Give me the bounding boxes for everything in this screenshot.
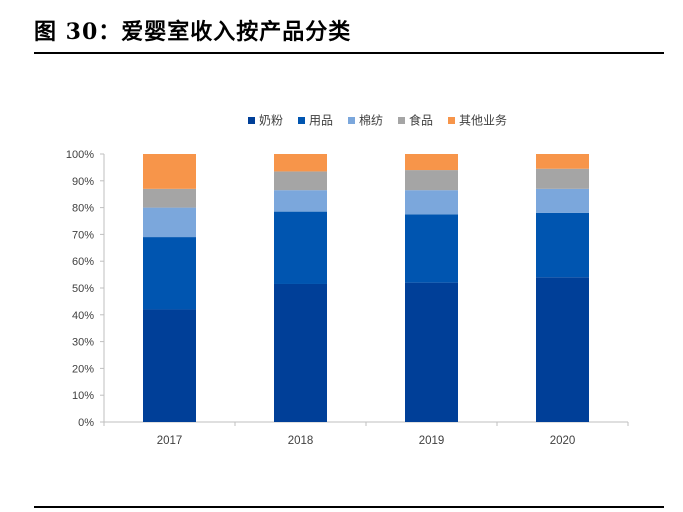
legend-label: 食品 — [409, 113, 433, 128]
legend-swatch — [298, 117, 305, 124]
bar-segment — [274, 190, 327, 212]
legend-label: 棉纺 — [359, 114, 383, 128]
bar-segment — [143, 154, 196, 189]
legend-swatch — [448, 117, 455, 124]
y-tick-label: 100% — [66, 149, 94, 161]
bar-segment — [143, 309, 196, 422]
y-tick-label: 80% — [72, 203, 94, 215]
bar-segment — [536, 277, 589, 422]
title-rule — [34, 52, 664, 54]
bar-segment — [405, 190, 458, 215]
x-tick-label: 2019 — [419, 435, 445, 447]
y-tick-label: 90% — [72, 176, 94, 188]
y-tick-label: 0% — [78, 417, 94, 429]
legend-label: 用品 — [309, 114, 333, 128]
bar-segment — [536, 188, 589, 213]
y-tick-label: 70% — [72, 229, 94, 241]
bar-segment — [274, 154, 327, 172]
legend-label: 奶粉 — [259, 114, 283, 128]
bar-segment — [536, 168, 589, 189]
legend-label: 其他业务 — [459, 113, 507, 128]
bar-segment — [405, 170, 458, 191]
bar-segment — [143, 237, 196, 310]
legend-swatch — [348, 117, 355, 124]
figure-title: 图 30：爱婴室收入按产品分类 — [34, 19, 352, 45]
bar-segment — [274, 211, 327, 284]
y-tick-label: 40% — [72, 310, 94, 322]
bar-segment — [143, 188, 196, 208]
bar-segment — [536, 212, 589, 278]
y-tick-label: 10% — [72, 390, 94, 402]
y-tick-label: 50% — [72, 283, 94, 295]
y-tick-label: 30% — [72, 337, 94, 349]
x-tick-label: 2018 — [288, 435, 314, 447]
y-tick-label: 20% — [72, 363, 94, 375]
bar-segment — [405, 154, 458, 171]
bottom-rule — [34, 506, 664, 508]
x-tick-label: 2017 — [157, 435, 183, 447]
legend-swatch — [248, 117, 255, 124]
bar-segment — [143, 207, 196, 238]
legend-swatch — [398, 117, 405, 124]
bar-segment — [405, 214, 458, 283]
bar-segment — [274, 171, 327, 191]
bar-segment — [405, 282, 458, 422]
bar-segment — [274, 283, 327, 422]
x-tick-label: 2020 — [550, 435, 576, 447]
y-tick-label: 60% — [72, 256, 94, 268]
bar-segment — [536, 154, 589, 169]
